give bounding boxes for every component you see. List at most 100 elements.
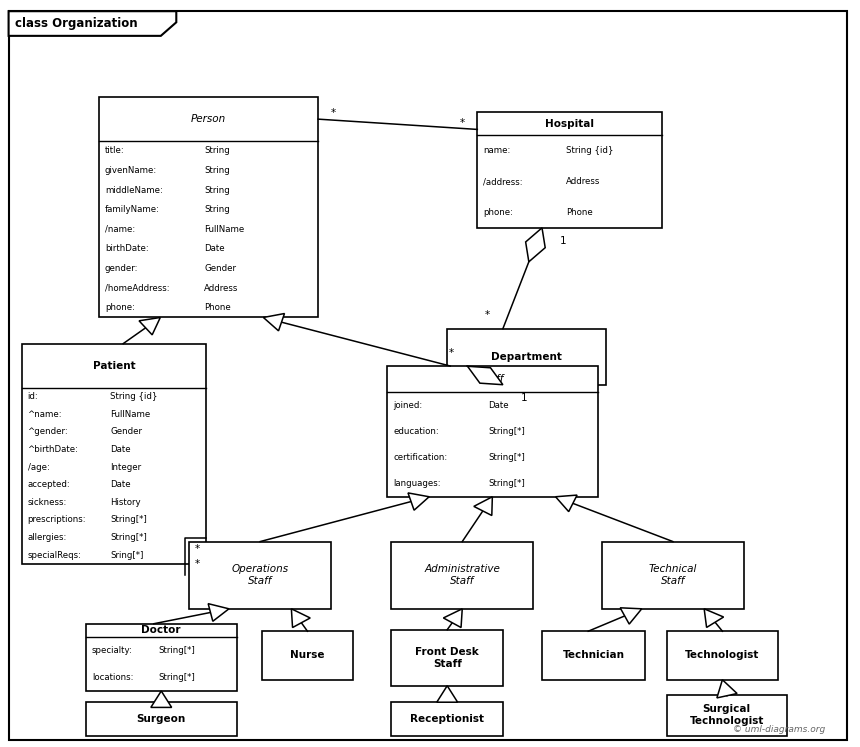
Text: *: * (449, 347, 454, 358)
Text: Date: Date (204, 244, 224, 253)
Text: String: String (204, 205, 230, 214)
Text: Hospital: Hospital (545, 119, 594, 128)
Polygon shape (556, 495, 577, 512)
Text: Staff: Staff (480, 374, 505, 384)
Text: birthDate:: birthDate: (105, 244, 149, 253)
Polygon shape (704, 609, 723, 627)
Text: joined:: joined: (393, 400, 422, 410)
Bar (387, 366, 598, 497)
Bar (391, 702, 503, 736)
Polygon shape (474, 497, 492, 515)
Text: middleName:: middleName: (105, 186, 163, 195)
Text: gender:: gender: (105, 264, 138, 273)
Text: Technician: Technician (562, 651, 624, 660)
Text: Date: Date (110, 480, 131, 489)
Text: String[*]: String[*] (158, 673, 195, 682)
Bar (666, 631, 778, 680)
Text: Patient: Patient (93, 361, 135, 371)
Text: String[*]: String[*] (488, 479, 525, 489)
Text: Technologist: Technologist (685, 651, 759, 660)
Polygon shape (292, 609, 310, 627)
Text: String: String (204, 146, 230, 155)
Text: givenName:: givenName: (105, 166, 157, 175)
Text: /name:: /name: (105, 225, 135, 234)
Polygon shape (208, 604, 229, 622)
Bar (99, 97, 318, 317)
Text: allergies:: allergies: (28, 533, 67, 542)
Text: specialReqs:: specialReqs: (28, 551, 82, 560)
Text: class Organization: class Organization (15, 17, 138, 30)
Polygon shape (9, 11, 176, 36)
Bar (542, 631, 645, 680)
Text: prescriptions:: prescriptions: (28, 515, 86, 524)
Text: String: String (204, 166, 230, 175)
Text: String {id}: String {id} (566, 146, 613, 155)
Text: © uml-diagrams.org: © uml-diagrams.org (734, 725, 826, 734)
Polygon shape (444, 609, 463, 627)
Text: languages:: languages: (393, 479, 440, 489)
Polygon shape (437, 686, 458, 702)
Text: String[*]: String[*] (488, 453, 525, 462)
Polygon shape (408, 493, 429, 510)
Text: Phone: Phone (204, 303, 231, 312)
Polygon shape (263, 314, 285, 331)
Text: Phone: Phone (566, 208, 593, 217)
Text: String[*]: String[*] (158, 646, 195, 655)
Text: /homeAddress:: /homeAddress: (105, 284, 169, 293)
Bar (602, 542, 744, 609)
Text: Address: Address (204, 284, 238, 293)
Text: familyName:: familyName: (105, 205, 160, 214)
Text: FullName: FullName (110, 409, 150, 418)
Text: specialty:: specialty: (92, 646, 133, 655)
Text: Administrative
Staff: Administrative Staff (424, 565, 501, 586)
Polygon shape (525, 228, 545, 261)
Text: Surgical
Technologist: Surgical Technologist (690, 704, 764, 726)
Polygon shape (139, 317, 160, 335)
Text: name:: name: (483, 146, 511, 155)
Text: ^gender:: ^gender: (28, 427, 68, 436)
Text: phone:: phone: (105, 303, 135, 312)
Text: Surgeon: Surgeon (137, 714, 186, 724)
Text: *: * (485, 310, 490, 320)
Text: 1: 1 (560, 236, 567, 247)
Text: education:: education: (393, 427, 439, 436)
Text: phone:: phone: (483, 208, 513, 217)
Text: Nurse: Nurse (290, 651, 325, 660)
Text: ^name:: ^name: (28, 409, 62, 418)
Text: FullName: FullName (204, 225, 244, 234)
Text: Doctor: Doctor (142, 625, 181, 636)
Text: Receptionist: Receptionist (410, 714, 484, 724)
Text: certification:: certification: (393, 453, 447, 462)
Text: 1: 1 (521, 393, 528, 403)
Text: Department: Department (491, 352, 562, 362)
Bar (22, 344, 206, 564)
Text: Gender: Gender (110, 427, 142, 436)
Text: Date: Date (488, 400, 509, 410)
Text: Front Desk
Staff: Front Desk Staff (415, 647, 479, 669)
Text: Sring[*]: Sring[*] (110, 551, 144, 560)
Text: History: History (110, 498, 141, 506)
Text: Operations
Staff: Operations Staff (231, 565, 289, 586)
Text: *: * (195, 544, 200, 554)
Polygon shape (150, 691, 172, 707)
Text: String {id}: String {id} (110, 392, 157, 401)
Text: ^birthDate:: ^birthDate: (28, 445, 78, 454)
Text: String[*]: String[*] (488, 427, 525, 436)
Bar (391, 630, 503, 686)
Bar (189, 542, 331, 609)
Text: *: * (459, 119, 464, 128)
Text: String[*]: String[*] (110, 533, 147, 542)
Text: *: * (195, 559, 200, 569)
Polygon shape (717, 680, 737, 698)
Text: accepted:: accepted: (28, 480, 71, 489)
Text: sickness:: sickness: (28, 498, 67, 506)
Text: id:: id: (28, 392, 38, 401)
Text: Person: Person (191, 114, 226, 124)
Text: title:: title: (105, 146, 125, 155)
Bar (86, 624, 237, 691)
Bar (262, 631, 353, 680)
Text: /age:: /age: (28, 462, 49, 471)
Bar (666, 695, 787, 736)
Text: Integer: Integer (110, 462, 141, 471)
Text: Technical
Staff: Technical Staff (648, 565, 697, 586)
